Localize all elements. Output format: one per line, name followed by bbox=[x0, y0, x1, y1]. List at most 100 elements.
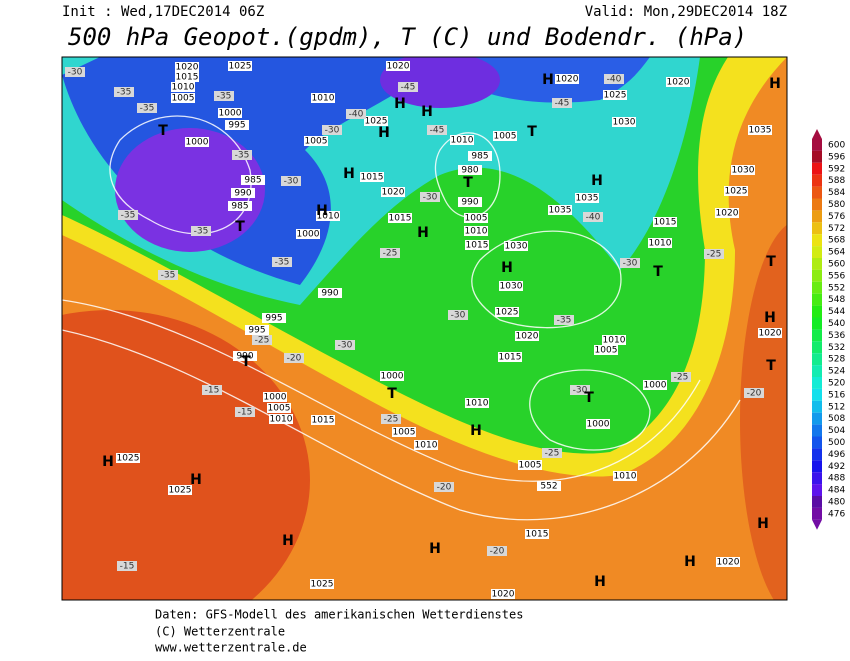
footer-copyright: (C) Wetterzentrale bbox=[155, 625, 285, 639]
pressure-label-box bbox=[594, 345, 618, 355]
temperature-label-box bbox=[704, 249, 724, 259]
pressure-label: 552 bbox=[540, 482, 557, 492]
pressure-label: 1000 bbox=[644, 381, 667, 391]
pressure-label-box bbox=[318, 288, 342, 298]
pressure-label: 1000 bbox=[264, 393, 287, 403]
colorbar-band bbox=[812, 341, 822, 354]
pressure-label: 1030 bbox=[613, 118, 636, 128]
colorbar-band bbox=[812, 472, 822, 485]
temperature-label: -30 bbox=[68, 68, 83, 78]
colorbar-band bbox=[812, 293, 822, 306]
pressure-label: 1025 bbox=[169, 486, 192, 496]
temperature-label: -30 bbox=[451, 311, 466, 321]
colorbar-label: 504 bbox=[828, 426, 845, 436]
pressure-label-box bbox=[468, 151, 492, 161]
colorbar-label: 548 bbox=[828, 295, 845, 305]
pressure-label-box bbox=[666, 77, 690, 87]
temperature-label-box bbox=[322, 125, 342, 135]
pressure-label: 990 bbox=[461, 198, 478, 208]
pressure-label-box bbox=[228, 201, 252, 211]
colorbar-band bbox=[812, 412, 822, 425]
pressure-label: 1035 bbox=[576, 194, 599, 204]
pressure-label: 1020 bbox=[716, 209, 739, 219]
pressure-label: 1015 bbox=[389, 214, 412, 224]
pressure-label: 1015 bbox=[654, 218, 677, 228]
pressure-center: H bbox=[594, 574, 606, 590]
temperature-label: -40 bbox=[607, 75, 622, 85]
colorbar-label: 564 bbox=[828, 248, 845, 258]
pressure-center: T bbox=[766, 358, 776, 374]
temperature-label: -45 bbox=[430, 126, 445, 136]
pressure-center: H bbox=[421, 104, 433, 120]
pressure-center: H bbox=[190, 472, 202, 488]
pressure-label-box bbox=[612, 117, 636, 127]
colorbar-label: 508 bbox=[828, 414, 845, 424]
colorbar-band bbox=[812, 353, 822, 366]
pressure-center: H bbox=[769, 76, 781, 92]
pressure-label-box bbox=[603, 90, 627, 100]
pressure-label-box bbox=[586, 419, 610, 429]
colorbar-band bbox=[812, 377, 822, 389]
pressure-label-box bbox=[465, 240, 489, 250]
temperature-label: -30 bbox=[338, 341, 353, 351]
pressure-label-box bbox=[388, 213, 412, 223]
colorbar-band bbox=[812, 507, 822, 520]
pressure-label-box bbox=[643, 380, 667, 390]
temperature-label-box bbox=[542, 448, 562, 458]
colorbar-band bbox=[812, 258, 822, 270]
pressure-label-box bbox=[218, 108, 242, 118]
colorbar-label: 584 bbox=[828, 188, 845, 198]
pressure-center: T bbox=[766, 254, 776, 270]
pressure-center: T bbox=[235, 219, 245, 235]
pressure-label: 990 bbox=[321, 289, 338, 299]
colorbar-label: 568 bbox=[828, 236, 845, 246]
pressure-center: H bbox=[102, 454, 114, 470]
colorbar-band bbox=[812, 174, 822, 187]
colorbar-band bbox=[812, 365, 822, 377]
colorbar-band bbox=[812, 400, 822, 413]
colorbar-band bbox=[812, 388, 822, 401]
temperature-label-box bbox=[137, 103, 157, 113]
footer-source: Daten: GFS-Modell des amerikanischen Wet… bbox=[155, 608, 523, 622]
temperature-label: -40 bbox=[586, 213, 601, 223]
footer-url: www.wetterzentrale.de bbox=[155, 641, 307, 655]
pressure-label: 1015 bbox=[176, 73, 199, 83]
pressure-label-box bbox=[716, 557, 740, 567]
pressure-label-box bbox=[548, 205, 572, 215]
pressure-label-box bbox=[311, 415, 335, 425]
pressure-center: H bbox=[501, 260, 513, 276]
pressure-label: 1025 bbox=[496, 308, 519, 318]
temperature-label-box bbox=[214, 91, 234, 101]
pressure-label: 1010 bbox=[317, 212, 340, 222]
temperature-label-box bbox=[118, 210, 138, 220]
colorbar-band bbox=[812, 222, 822, 235]
temperature-label-box bbox=[448, 310, 468, 320]
temperature-label-box bbox=[232, 150, 252, 160]
pressure-label-box bbox=[231, 188, 255, 198]
map-frame bbox=[61, 56, 788, 601]
temperature-label: -35 bbox=[557, 316, 572, 326]
colorbar-label: 488 bbox=[828, 474, 845, 484]
pressure-label: 1000 bbox=[219, 109, 242, 119]
colorbar-label: 512 bbox=[828, 402, 845, 412]
temperature-label: -15 bbox=[238, 408, 253, 418]
pressure-label: 1015 bbox=[361, 173, 384, 183]
colorbar-label: 528 bbox=[828, 355, 845, 365]
pressure-label: 1020 bbox=[176, 63, 199, 73]
pressure-label-box bbox=[304, 136, 328, 146]
pressure-label-box bbox=[311, 93, 335, 103]
pressure-label: 995 bbox=[265, 314, 282, 324]
pressure-center: T bbox=[653, 264, 663, 280]
pressure-label-box bbox=[233, 351, 257, 361]
pressure-label: 1010 bbox=[649, 239, 672, 249]
pressure-label-box bbox=[450, 135, 474, 145]
temperature-label: -35 bbox=[161, 271, 176, 281]
colorbar-band bbox=[812, 246, 822, 258]
colorbar-band bbox=[812, 162, 822, 175]
pressure-label: 995 bbox=[228, 121, 245, 131]
pressure-label: 990 bbox=[234, 189, 251, 199]
colorbar-band bbox=[812, 269, 822, 282]
colorbar-label: 536 bbox=[828, 331, 845, 341]
colorbar-band bbox=[812, 317, 822, 330]
